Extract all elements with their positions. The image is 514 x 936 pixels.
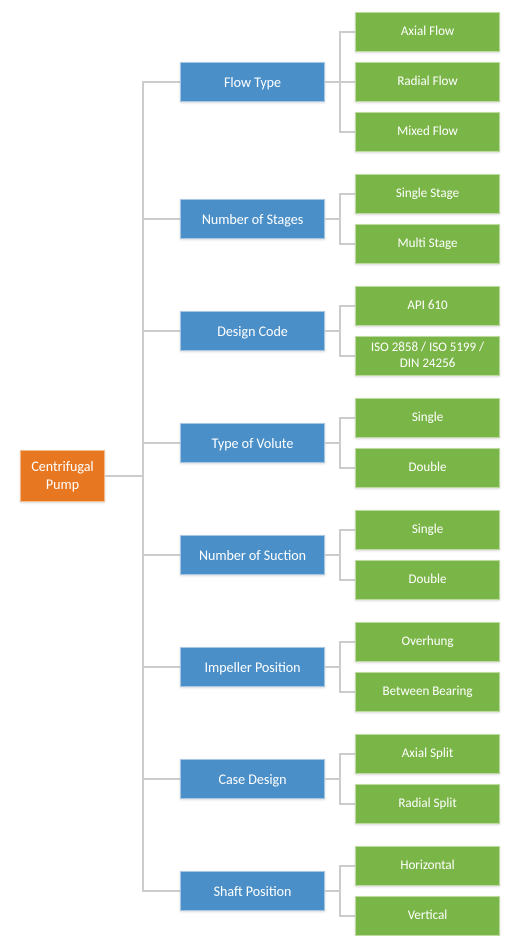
leaf-node: Axial Split xyxy=(355,734,500,774)
connector-line xyxy=(143,666,181,668)
category-node: Design Code xyxy=(180,311,325,351)
connector-line xyxy=(325,330,340,332)
connector-line xyxy=(340,803,355,805)
connector-line xyxy=(143,330,181,332)
connector-line xyxy=(325,442,340,444)
connector-line xyxy=(340,641,355,643)
connector-line xyxy=(340,193,355,195)
connector-line xyxy=(340,753,355,755)
connector-line xyxy=(340,529,355,531)
leaf-node: ISO 2858 / ISO 5199 / DIN 24256 xyxy=(355,336,500,376)
root-node: Centrifugal Pump xyxy=(20,450,105,502)
connector-line xyxy=(142,81,144,892)
connector-line xyxy=(340,31,355,33)
leaf-node: Axial Flow xyxy=(355,12,500,52)
connector-line xyxy=(143,554,181,556)
connector-line xyxy=(143,442,181,444)
connector-line xyxy=(340,131,355,133)
connector-line xyxy=(325,218,340,220)
leaf-node: Single xyxy=(355,398,500,438)
connector-line xyxy=(340,865,355,867)
connector-line xyxy=(339,753,341,805)
connector-line xyxy=(143,778,181,780)
category-node: Flow Type xyxy=(180,62,325,102)
leaf-node: Mixed Flow xyxy=(355,112,500,152)
connector-line xyxy=(339,305,341,357)
leaf-node: API 610 xyxy=(355,286,500,326)
leaf-node: Radial Split xyxy=(355,784,500,824)
leaf-node: Vertical xyxy=(355,896,500,936)
connector-line xyxy=(143,81,181,83)
category-node: Case Design xyxy=(180,759,325,799)
leaf-node: Single xyxy=(355,510,500,550)
leaf-node: Radial Flow xyxy=(355,62,500,102)
connector-line xyxy=(325,890,340,892)
connector-line xyxy=(340,915,355,917)
connector-line xyxy=(325,778,340,780)
connector-line xyxy=(340,81,355,83)
leaf-node: Between Bearing xyxy=(355,672,500,712)
connector-line xyxy=(340,355,355,357)
connector-line xyxy=(340,305,355,307)
connector-line xyxy=(339,641,341,693)
category-node: Shaft Position xyxy=(180,871,325,911)
connector-line xyxy=(340,691,355,693)
connector-line xyxy=(105,475,143,477)
connector-line xyxy=(339,193,341,245)
category-node: Number of Stages xyxy=(180,199,325,239)
connector-line xyxy=(340,467,355,469)
connector-line xyxy=(340,243,355,245)
connector-line xyxy=(339,865,341,917)
leaf-node: Double xyxy=(355,448,500,488)
connector-line xyxy=(325,554,340,556)
connector-line xyxy=(340,417,355,419)
connector-line xyxy=(325,666,340,668)
leaf-node: Double xyxy=(355,560,500,600)
connector-line xyxy=(143,890,181,892)
leaf-node: Horizontal xyxy=(355,846,500,886)
connector-line xyxy=(325,81,340,83)
leaf-node: Single Stage xyxy=(355,174,500,214)
connector-line xyxy=(143,218,181,220)
category-node: Number of Suction xyxy=(180,535,325,575)
connector-line xyxy=(340,579,355,581)
category-node: Type of Volute xyxy=(180,423,325,463)
leaf-node: Overhung xyxy=(355,622,500,662)
connector-line xyxy=(339,529,341,581)
connector-line xyxy=(339,417,341,469)
category-node: Impeller Position xyxy=(180,647,325,687)
leaf-node: Multi Stage xyxy=(355,224,500,264)
